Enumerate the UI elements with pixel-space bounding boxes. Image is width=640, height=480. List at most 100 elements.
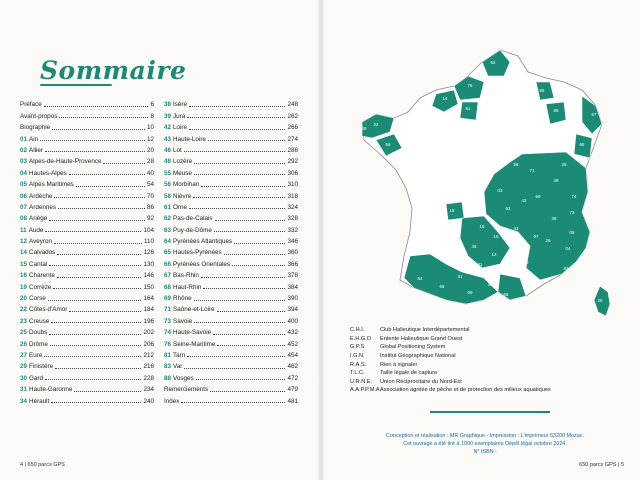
credits-line-text: Conception et réalisation : MR Graphique… [386, 433, 584, 439]
map-department-label: 14 [443, 96, 448, 101]
map-department-label: 04 [566, 246, 571, 251]
map-department-label: 69 [536, 194, 541, 199]
toc-entry-page: 104 [143, 226, 154, 234]
abbreviation-value: Institut Géographique National [380, 353, 456, 360]
map-department-label: 07 [534, 234, 539, 239]
toc-entry-leader [49, 265, 142, 267]
toc-entry-leader [45, 379, 142, 381]
toc-entry-page: 40 [146, 169, 154, 177]
abbreviation-key: C.H.I. [350, 327, 365, 334]
toc-entry: 20 Corse 164 [20, 291, 154, 302]
abbreviation-row: E.H.G.O Entente Halieutique Grand Ouest [350, 335, 620, 344]
toc-entry-label: Pyrénées Orientales [173, 260, 231, 268]
toc-entry-number: 39 [164, 112, 172, 120]
toc-entry-page: 248 [287, 101, 298, 109]
toc-entry-label: Index [164, 397, 180, 405]
toc-entry-page: 462 [287, 363, 298, 371]
toc-entry-leader [193, 299, 286, 301]
map-department-label: 12 [492, 252, 497, 257]
toc-entry-label: Lot [173, 146, 182, 154]
map-department-label: 29 [362, 126, 367, 131]
toc-entry-number: 16 [20, 272, 28, 280]
abbreviation-key: I.G.N. [350, 353, 365, 360]
toc-entry-label: Nièvre [173, 192, 192, 200]
toc-entry: 08 Ariège 92 [20, 211, 154, 222]
toc-entry-label: Gard [29, 374, 44, 382]
abbreviation-key: U.R.N.E. [350, 378, 373, 385]
toc-entry: 63 Puy-de-Dôme 332 [164, 222, 298, 234]
toc-entry-page: 216 [143, 363, 154, 371]
toc-entry-label: Savoie [173, 317, 193, 325]
toc-entry-label: Cantal [29, 260, 48, 268]
toc-entry-page: 479 [287, 386, 298, 394]
toc-entry-page: 481 [287, 397, 298, 405]
toc-entry-label: Jura [173, 112, 186, 120]
toc-entry: 14 Calvados 126 [20, 245, 154, 256]
toc-entry-number: 15 [20, 260, 28, 268]
toc-entry: 07 Ardennes 86 [20, 200, 154, 211]
map-department-label: 39 [554, 178, 559, 183]
toc-entry-label: Tarn [173, 351, 186, 359]
toc-entry: 03 Alpes-de-Haute-Provence 28 [20, 154, 154, 165]
toc-entry: 27 Eure 212 [20, 348, 154, 359]
map-department-label: 09 [468, 290, 473, 295]
map-department-label: 43 [514, 226, 519, 231]
toc-entry: 06 Ardèche 70 [20, 188, 154, 200]
toc-entry-number: 48 [164, 158, 172, 166]
toc-entry-page: 240 [143, 397, 154, 405]
toc-entry: 81 Tarn 454 [164, 348, 298, 359]
toc-entry: 26 Drôme 206 [20, 336, 154, 348]
map-department-label: 48 [514, 244, 519, 249]
toc-entry-number: 58 [164, 192, 172, 200]
toc-entry: Avant-propos 8 [20, 108, 154, 120]
toc-entry-leader [195, 379, 286, 381]
toc-entry-label: Seine-Maritime [173, 340, 216, 348]
abbreviation-row: C.H.I. Club Halieutique Interdépartementa… [350, 326, 620, 335]
toc-entry-number: 14 [20, 249, 28, 257]
map-department-label: 66 [504, 292, 509, 297]
toc-entry-number: 30 [20, 374, 28, 382]
toc-entry-number: 19 [20, 283, 28, 291]
toc-entry-number: 71 [164, 306, 172, 314]
toc-entry-number: 20 [20, 295, 28, 303]
toc-entry-page: 212 [143, 351, 154, 359]
toc-entry-leader [189, 105, 286, 107]
toc-entry-label: Corrèze [29, 283, 52, 291]
corsica-shape [593, 285, 611, 317]
toc-entry-label: Orne [173, 203, 188, 211]
map-department-label: 74 [572, 194, 577, 199]
toc-entry-leader [56, 276, 142, 278]
toc-entry-page: 366 [287, 260, 298, 268]
map-department-label: 34 [506, 268, 511, 273]
toc-entry: 29 Finistère 216 [20, 359, 154, 370]
toc-entry-leader [45, 231, 142, 233]
toc-entry-number: 22 [20, 306, 28, 314]
toc-entry-label: Loire [173, 124, 188, 132]
toc-entry-number: 81 [164, 351, 172, 359]
toc-entry-number: 27 [20, 351, 28, 359]
map-department-label: 64 [418, 276, 423, 281]
toc-entry-page: 454 [287, 351, 298, 359]
toc-entry-number: 56 [164, 181, 172, 189]
toc-entry-page: 310 [287, 181, 298, 189]
toc-entry-leader [201, 185, 286, 187]
toc-entry-page: 196 [143, 317, 154, 325]
toc-entry-leader [183, 151, 286, 153]
toc-entry-label: Remerciements [164, 386, 209, 394]
toc-entry-label: Côtes-d'Amor [29, 306, 68, 314]
toc-entry-leader [59, 117, 149, 119]
france-map: 62 76 14 61 22 29 56 55 88 67 68 25 39 71 58 03 23 19 63 42… [362, 49, 611, 317]
map-department-label: 26 [546, 238, 551, 243]
toc-entry-label: Ariège [29, 215, 48, 223]
toc-entry-number: 43 [164, 135, 172, 143]
map-department-label: 71 [530, 168, 535, 173]
toc-entry: 22 Côtes-d'Amor 184 [20, 302, 154, 313]
abbreviation-key: G.P.S. [350, 344, 366, 351]
toc-entry-label: Préface [20, 101, 42, 109]
toc-entry-leader [40, 140, 145, 142]
credits-line-text: Cet ouvrage a été tiré à 1000 exemplaire… [403, 441, 567, 447]
toc-entry-label: Bas-Rhin [173, 272, 199, 280]
toc-entry-page: 150 [143, 283, 154, 291]
map-department-label: 63 [506, 206, 511, 211]
toc-entry-label: Pyrénées Atlantiques [173, 238, 233, 246]
